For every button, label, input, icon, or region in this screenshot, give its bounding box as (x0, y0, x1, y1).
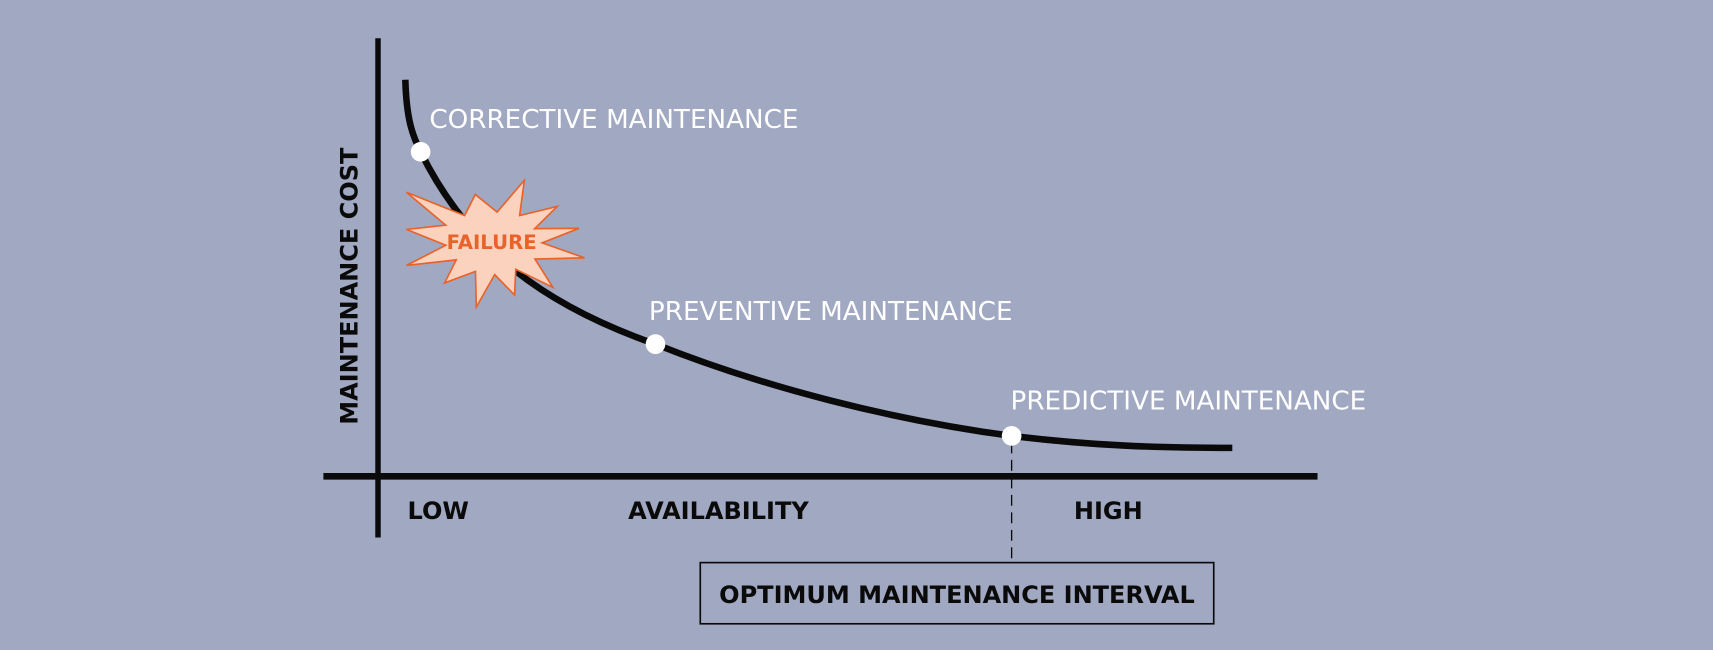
preventive-label: PREVENTIVE MAINTENANCE (649, 297, 1013, 327)
corrective-label: CORRECTIVE MAINTENANCE (429, 105, 798, 135)
optimum-label: OPTIMUM MAINTENANCE INTERVAL (719, 581, 1195, 609)
predictive-point (1001, 426, 1022, 446)
x-axis-label: AVAILABILITY (628, 497, 809, 525)
corrective-point (410, 142, 431, 162)
x-axis-high: HIGH (1074, 497, 1143, 525)
x-axis-low: LOW (408, 497, 469, 525)
failure-label: FAILURE (447, 231, 537, 254)
optimum-box (699, 561, 1215, 625)
y-axis-label: MAINTENANCE COST (335, 147, 363, 425)
predictive-label: PREDICTIVE MAINTENANCE (1011, 387, 1367, 417)
preventive-point (645, 334, 666, 354)
failure-starburst (405, 177, 585, 310)
